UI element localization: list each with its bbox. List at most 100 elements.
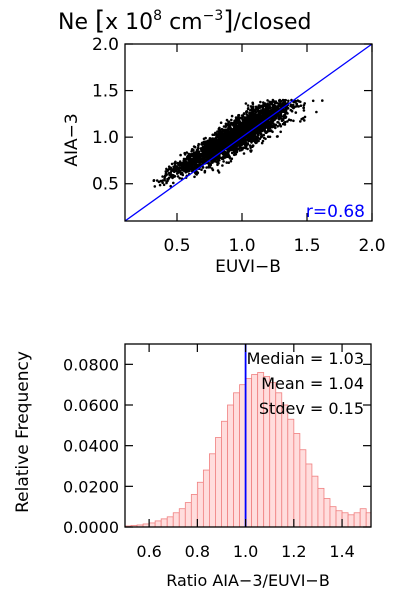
- scatter-point: [280, 103, 283, 106]
- scatter-point: [274, 126, 277, 130]
- scatter-point: [229, 124, 232, 127]
- x-tick-label: 1.0: [233, 542, 258, 561]
- scatter-point: [230, 118, 233, 122]
- histogram-bar: [215, 437, 222, 528]
- scatter-point: [270, 108, 273, 112]
- scatter-point: [163, 177, 166, 181]
- scatter-point: [218, 156, 222, 159]
- scatter-title: Ne [x 108 cm−3]/closed: [58, 6, 311, 36]
- scatter-point: [292, 106, 295, 110]
- scatter-point: [224, 133, 227, 137]
- scatter-point: [276, 135, 279, 138]
- histogram-bar: [178, 508, 186, 528]
- scatter-point: [165, 180, 168, 183]
- scatter-point: [238, 142, 242, 146]
- scatter-point: [253, 123, 256, 126]
- x-tick-label: 1.2: [281, 542, 306, 561]
- y-tick-label: 2.0: [92, 35, 119, 55]
- scatter-point: [255, 137, 258, 141]
- scatter-point: [182, 169, 186, 172]
- scatter-point: [211, 150, 214, 153]
- identity-line: [124, 43, 373, 222]
- scatter-point: [225, 155, 228, 158]
- scatter-point: [233, 150, 236, 154]
- scatter-point: [253, 109, 257, 112]
- histogram-bar: [227, 404, 234, 528]
- scatter-point: [277, 102, 281, 106]
- histogram-bar: [166, 516, 174, 528]
- scatter-point: [165, 167, 168, 171]
- scatter-point: [215, 144, 219, 147]
- y-tick-label: 0.0400: [63, 437, 119, 456]
- scatter-point: [283, 99, 287, 102]
- scatter-point: [244, 118, 247, 121]
- scatter-point: [206, 149, 210, 152]
- scatter-point: [315, 110, 318, 114]
- histogram-bar: [202, 469, 210, 528]
- scatter-point: [153, 185, 157, 188]
- scatter-point: [299, 104, 303, 107]
- scatter-point: [264, 137, 267, 141]
- scatter-point: [210, 146, 214, 149]
- x-tick-label: 0.8: [185, 542, 210, 561]
- scatter-point: [240, 147, 244, 150]
- scatter-point: [225, 140, 228, 143]
- scatter-point: [179, 161, 183, 165]
- scatter-point: [243, 123, 246, 126]
- scatter-point: [183, 162, 187, 166]
- scatter-point: [214, 151, 218, 154]
- scatter-point: [159, 179, 162, 183]
- scatter-point: [214, 141, 217, 144]
- scatter-point: [217, 171, 221, 174]
- scatter-point: [213, 149, 216, 152]
- scatter-point: [217, 134, 221, 138]
- scatter-point: [192, 145, 196, 148]
- scatter-point: [216, 163, 219, 167]
- scatter-point: [297, 100, 301, 103]
- scatter-point: [271, 125, 274, 129]
- scatter-point: [271, 118, 274, 122]
- scatter-point: [251, 102, 255, 106]
- scatter-point: [204, 146, 207, 149]
- scatter-point: [203, 171, 207, 174]
- scatter-point: [299, 120, 302, 123]
- scatter-point: [274, 106, 278, 109]
- scatter-point: [249, 112, 253, 115]
- scatter-point: [169, 184, 172, 188]
- scatter-point: [281, 122, 285, 126]
- histogram-panel: 0.6 0.8 1.0 1.2 1.4 0.0000 0.0200 0.0400 0.0600 0…: [13, 343, 372, 590]
- scatter-point: [256, 110, 260, 113]
- scatter-point: [264, 103, 268, 107]
- scatter-point: [234, 127, 237, 130]
- scatter-point: [259, 118, 263, 121]
- scatter-axes: 0.5 1.0 1.5 2.0 0.5 1.0 1.5 2.0: [92, 35, 386, 256]
- scatter-point: [311, 99, 315, 103]
- scatter-point: [210, 167, 214, 170]
- scatter-point: [252, 139, 255, 143]
- histogram-bar: [317, 487, 325, 528]
- scatter-point: [279, 124, 283, 128]
- scatter-point: [222, 145, 225, 148]
- scatter-point: [212, 143, 216, 146]
- scatter-point: [294, 111, 298, 114]
- scatter-point: [221, 128, 224, 131]
- scatter-point: [198, 155, 202, 159]
- scatter-point: [236, 120, 240, 123]
- scatter-point: [219, 121, 223, 124]
- scatter-point: [229, 135, 232, 138]
- scatter-point: [283, 120, 287, 124]
- scatter-point: [229, 132, 232, 136]
- scatter-point: [202, 153, 206, 157]
- scatter-frame: [124, 43, 373, 222]
- histogram-bar: [323, 498, 331, 528]
- histogram-bar: [281, 404, 289, 528]
- x-tick-label: 1.0: [228, 236, 255, 256]
- scatter-point: [249, 146, 252, 150]
- scatter-point: [165, 173, 168, 177]
- scatter-point: [283, 113, 286, 117]
- scatter-point: [256, 106, 260, 110]
- scatter-point: [208, 137, 212, 140]
- scatter-point: [260, 141, 264, 145]
- scatter-point: [244, 102, 248, 105]
